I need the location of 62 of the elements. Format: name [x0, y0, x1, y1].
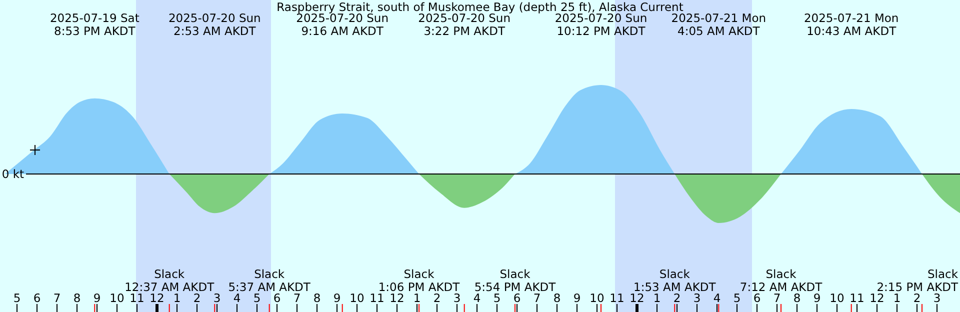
x-tick-label: 11 [130, 291, 144, 305]
text: Slack 12:37 AM AKDT [124, 267, 216, 294]
x-tick-label: 8 [553, 291, 561, 305]
text: Slack 5:37 AM AKDT [228, 267, 312, 294]
text: 2025-07-21 Mon 10:43 AM AKDT [804, 11, 899, 38]
ref-line-label: 0 kt [2, 167, 24, 181]
x-tick-label: 2 [193, 291, 201, 305]
x-tick-label: 1 [893, 291, 901, 305]
x-tick-label: 9 [573, 291, 581, 305]
text: 2025-07-20 Sun 2:53 AM AKDT [168, 11, 261, 38]
x-tick-label: 7 [773, 291, 781, 305]
x-tick-label: 5 [253, 291, 261, 305]
x-tick-label: 7 [293, 291, 301, 305]
x-tick-label: 10 [110, 291, 124, 305]
x-tick-label: 9 [813, 291, 821, 305]
x-tick-label: 9 [93, 291, 101, 305]
text: 2025-07-21 Mon 4:05 AM AKDT [671, 11, 766, 38]
x-tick-label: 5 [733, 291, 741, 305]
text: 2025-07-20 Sun 10:12 PM AKDT [554, 11, 648, 38]
x-tick-label: 2 [913, 291, 921, 305]
x-tick-label: 5 [493, 291, 501, 305]
x-tick-label: 11 [370, 291, 384, 305]
x-tick-label: 12 [630, 291, 644, 305]
text: Slack 7:12 AM AKDT [740, 267, 824, 294]
x-tick-label: 1 [413, 291, 421, 305]
chart-title: Raspberry Strait, south of Muskomee Bay (depth 25 ft), Alaska Current [276, 0, 684, 14]
x-tick-label: 12 [150, 291, 164, 305]
x-tick-label: 2 [673, 291, 681, 305]
x-tick-label: 4 [473, 291, 481, 305]
x-tick-label: 10 [590, 291, 604, 305]
text: Slack 1:53 AM AKDT [634, 267, 717, 294]
x-tick-label: 4 [233, 291, 241, 305]
x-tick-label: 2 [433, 291, 441, 305]
text: Slack 5:54 PM AKDT [474, 267, 557, 294]
x-tick-label: 11 [850, 291, 864, 305]
x-tick-label: 6 [513, 291, 521, 305]
text: Slack 2:15 PM AKDT [876, 267, 959, 294]
x-tick-label: 8 [793, 291, 801, 305]
x-tick-label: 7 [533, 291, 541, 305]
text: Slack 1:06 PM AKDT [378, 267, 461, 294]
x-tick-label: 9 [333, 291, 341, 305]
x-tick-label: 12 [390, 291, 404, 305]
x-tick-label: 6 [753, 291, 761, 305]
x-tick-label: 1 [653, 291, 661, 305]
text: 2025-07-20 Sun 3:22 PM AKDT [418, 11, 511, 38]
x-tick-label: 3 [933, 291, 941, 305]
x-tick-label: 8 [73, 291, 81, 305]
x-tick-label: 7 [53, 291, 61, 305]
x-tick-label: 3 [213, 291, 221, 305]
x-tick-label: 8 [313, 291, 321, 305]
x-tick-label: 10 [830, 291, 844, 305]
x-tick-label: 3 [693, 291, 701, 305]
x-tick-label: 11 [610, 291, 624, 305]
x-tick-label: 6 [33, 291, 41, 305]
x-tick-label: 5 [13, 291, 21, 305]
x-tick-label: 4 [713, 291, 721, 305]
x-tick-label: 1 [173, 291, 181, 305]
x-tick-label: 6 [273, 291, 281, 305]
x-tick-label: 3 [453, 291, 461, 305]
text: 2025-07-19 Sat 8:53 PM AKDT [50, 11, 140, 38]
x-tick-label: 10 [350, 291, 364, 305]
x-tick-label: 12 [870, 291, 884, 305]
